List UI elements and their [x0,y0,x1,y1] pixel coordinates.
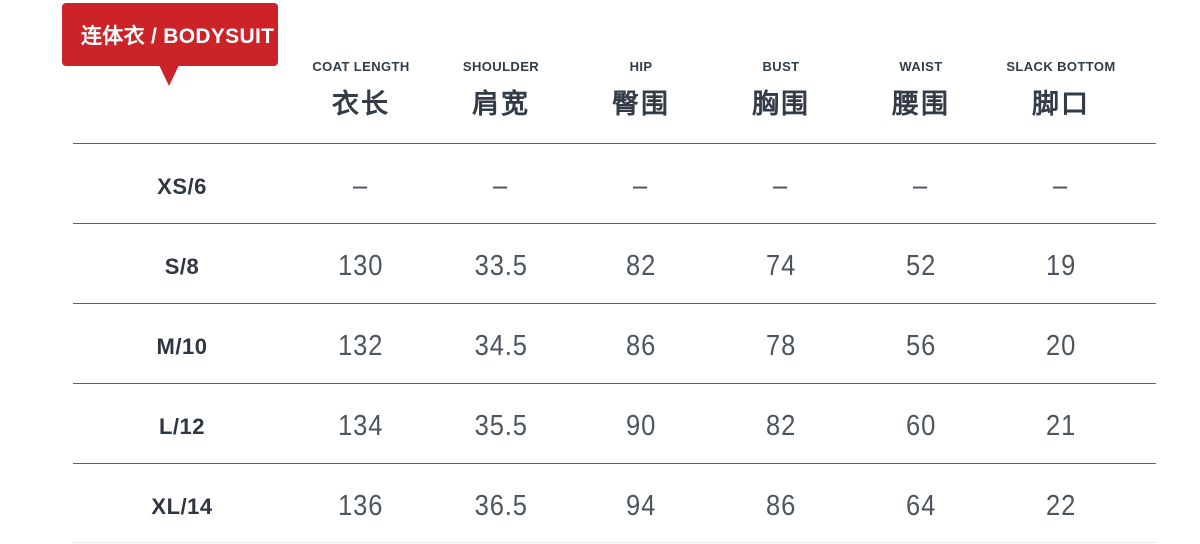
size-label: XS/6 [157,173,207,199]
cell: – [571,170,711,203]
cell: 64 [851,490,991,523]
size-label: XL/14 [151,493,213,519]
cell: 35.5 [431,410,571,443]
column-label-en: WAIST [899,59,943,74]
column-header-bust: BUST 胸围 [711,0,851,143]
cell-value: – [913,170,929,202]
ribbon-label: 连体衣 / BODYSUIT [81,24,275,48]
cell-value: – [353,170,369,202]
ribbon-pointer [159,65,179,86]
column-label-zh: 胸围 [752,89,810,119]
cell: 20 [991,330,1131,363]
cell: 90 [571,410,711,443]
cell: 33.5 [431,250,571,283]
cell: 19 [991,250,1131,283]
cell-value: 60 [905,410,937,442]
column-label-zh: 肩宽 [472,89,530,119]
cell: 136 [291,490,431,523]
table-header-row: COAT LENGTH 衣长 SHOULDER 肩宽 HIP 臀围 BUST 胸… [73,0,1156,143]
column-header-shoulder: SHOULDER 肩宽 [431,0,571,143]
cell-value: 35.5 [474,410,528,442]
cell-value: – [773,170,789,202]
cell-value: – [493,170,509,202]
cell: 134 [291,410,431,443]
cell-value: 34.5 [474,330,528,362]
cell: 132 [291,330,431,363]
cell: – [431,170,571,203]
cell-value: 82 [625,250,657,282]
cell-value: 132 [338,330,384,362]
column-header-waist: WAIST 腰围 [851,0,991,143]
cell-value: 20 [1045,330,1077,362]
cell: 52 [851,250,991,283]
cell: 78 [711,330,851,363]
cell: 86 [571,330,711,363]
column-label-en: HIP [629,59,653,74]
column-label-zh: 臀围 [612,89,670,119]
bodysuit-ribbon: 连体衣 / BODYSUIT [62,3,278,66]
cell-value: 33.5 [474,250,528,282]
cell-value: 82 [765,410,797,442]
cell-value: 86 [765,490,797,522]
cell-value: 52 [905,250,937,282]
table-row-l: L/12 134 35.5 90 82 60 21 [73,383,1156,463]
column-label-en: BUST [762,59,800,74]
cell-value: 22 [1045,490,1077,522]
size-label: L/12 [158,413,206,439]
cell: – [291,170,431,203]
column-header-coat-length: COAT LENGTH 衣长 [291,0,431,143]
size-chart-table: COAT LENGTH 衣长 SHOULDER 肩宽 HIP 臀围 BUST 胸… [73,0,1156,543]
cell-value: 90 [625,410,657,442]
cell: 86 [711,490,851,523]
column-label-zh: 腰围 [892,89,950,119]
cell: – [991,170,1131,203]
column-label-en: SLACK BOTTOM [1006,59,1116,74]
cell-value: 36.5 [474,490,528,522]
cell: 36.5 [431,490,571,523]
table-row-s: S/8 130 33.5 82 74 52 19 [73,223,1156,303]
cell-value: 94 [625,490,657,522]
cell: 34.5 [431,330,571,363]
column-label-en: COAT LENGTH [312,59,410,74]
cell: – [851,170,991,203]
cell: 60 [851,410,991,443]
cell-value: 74 [765,250,797,282]
cell-value: 86 [625,330,657,362]
table-row-xl: XL/14 136 36.5 94 86 64 22 [73,463,1156,543]
cell: 56 [851,330,991,363]
table-row-m: M/10 132 34.5 86 78 56 20 [73,303,1156,383]
cell: 94 [571,490,711,523]
column-label-en: SHOULDER [462,59,540,74]
column-header-slack-bottom: SLACK BOTTOM 脚口 [991,0,1131,143]
column-label-zh: 脚口 [1032,89,1090,119]
cell: 130 [291,250,431,283]
column-label-zh: 衣长 [332,89,390,119]
cell: 82 [571,250,711,283]
cell-value: 130 [338,250,384,282]
cell-value: – [633,170,649,202]
cell: 82 [711,410,851,443]
cell: 22 [991,490,1131,523]
cell-value: 19 [1045,250,1077,282]
size-label: M/10 [156,333,208,359]
cell-value: 64 [905,490,937,522]
table-bottom-divider [73,542,1156,543]
cell: 74 [711,250,851,283]
table-row-xs: XS/6 – – – – – – [73,143,1156,223]
cell-value: 78 [765,330,797,362]
cell-value: 56 [905,330,937,362]
column-header-hip: HIP 臀围 [571,0,711,143]
cell-value: – [1053,170,1069,202]
cell-value: 136 [338,490,384,522]
size-label: S/8 [164,253,200,279]
cell-value: 134 [338,410,384,442]
corner-cell [73,0,291,143]
cell: 21 [991,410,1131,443]
cell-value: 21 [1045,410,1077,442]
cell: – [711,170,851,203]
